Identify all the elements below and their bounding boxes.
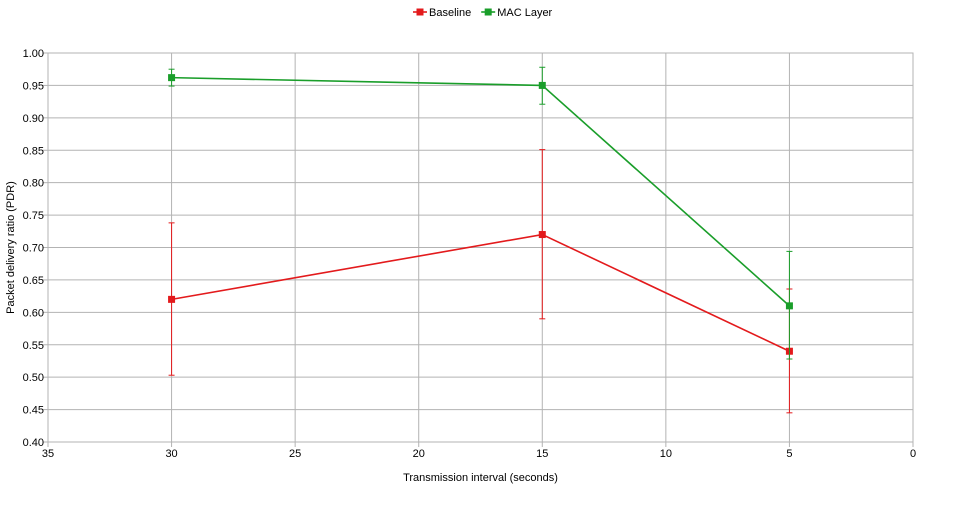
grid-lines (47, 52, 914, 443)
legend: Baseline MAC Layer (413, 7, 553, 19)
legend-marker-baseline (416, 8, 424, 16)
y-tick-label: 0.75 (23, 210, 44, 222)
series-baseline (168, 149, 793, 414)
legend-label-baseline: Baseline (429, 7, 471, 19)
y-tick-label: 0.90 (23, 113, 44, 125)
series-line-baseline (171, 233, 790, 352)
x-axis-label: Transmission interval (seconds) (403, 472, 558, 484)
data-point-mac-layer (168, 74, 176, 82)
y-tick-label: 0.65 (23, 275, 44, 287)
y-tick-label: 0.85 (23, 145, 44, 157)
x-tick-label: 30 (165, 448, 177, 460)
legend-item-mac-layer: MAC Layer (481, 7, 553, 19)
legend-label-mac-layer: MAC Layer (497, 7, 552, 19)
y-tick-label: 0.45 (23, 405, 44, 417)
y-tick-label: 0.40 (23, 437, 44, 449)
data-point-mac-layer (538, 81, 546, 89)
y-tick-label: 0.60 (23, 307, 44, 319)
x-tick-label: 25 (289, 448, 301, 460)
x-tick-label: 15 (536, 448, 548, 460)
data-point-baseline (168, 295, 176, 303)
series-layer (168, 66, 793, 414)
x-tick-label: 10 (660, 448, 672, 460)
series-line-mac-layer (171, 76, 790, 307)
legend-item-baseline: Baseline (413, 7, 471, 19)
y-axis-label: Packet delivery ratio (PDR) (5, 181, 17, 314)
data-point-baseline (538, 231, 546, 239)
x-tick-label: 35 (42, 448, 54, 460)
y-tick-label: 0.95 (23, 80, 44, 92)
x-tick-label: 0 (910, 448, 916, 460)
legend-marker-mac-layer (484, 8, 492, 16)
data-point-mac-layer (785, 302, 793, 310)
series-mac-layer (168, 66, 793, 360)
x-tick-label: 20 (413, 448, 425, 460)
y-tick-label: 0.55 (23, 340, 44, 352)
y-tick-label: 0.50 (23, 372, 44, 384)
y-tick-label: 0.70 (23, 243, 44, 255)
y-tick-label: 0.80 (23, 178, 44, 190)
y-tick-label: 1.00 (23, 48, 44, 60)
y-axis-ticks: 0.40 0.45 0.50 0.55 0.60 0.65 0.70 0.75 0.80 0.85… (23, 48, 48, 449)
x-tick-label: 5 (786, 448, 792, 460)
x-axis-ticks: 35 30 25 20 15 10 5 0 (42, 442, 916, 460)
